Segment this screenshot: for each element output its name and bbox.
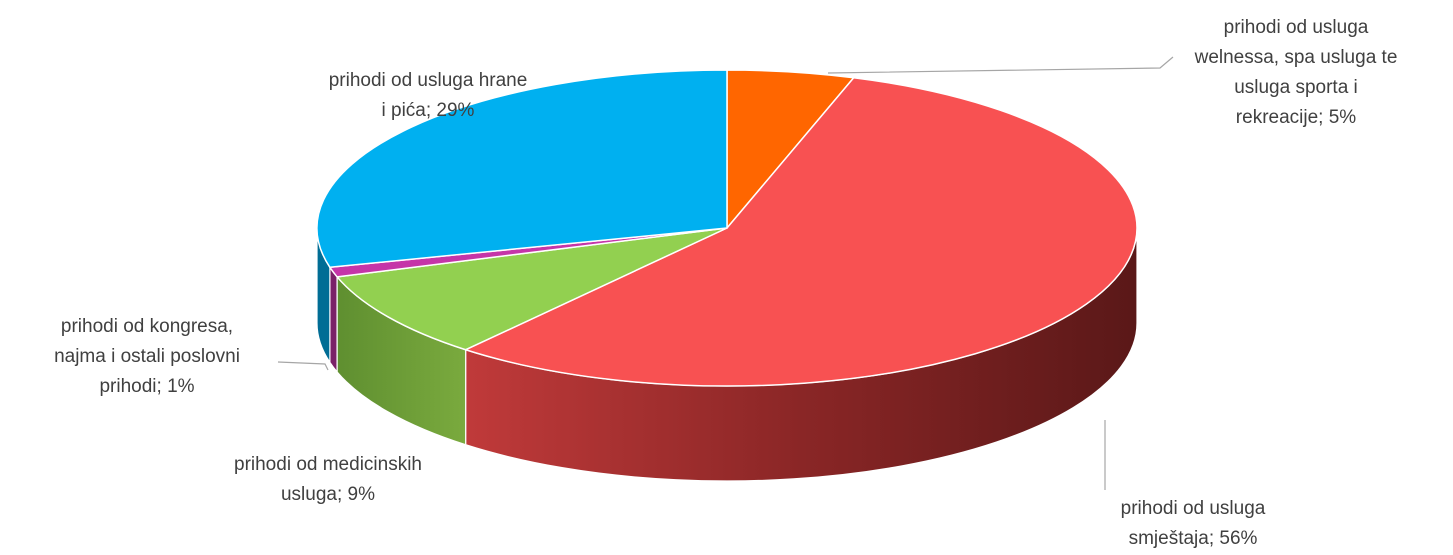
slice-label-4: prihodi od usluga hrane i pića; 29% bbox=[329, 70, 528, 121]
slice-label-4-line-1: i pića; 29% bbox=[382, 100, 475, 121]
label-leader-lines bbox=[277, 56, 1174, 490]
slice-label-1-line-0: prihodi od usluga bbox=[1121, 498, 1266, 519]
slice-label-0-line-3: rekreacije; 5% bbox=[1236, 107, 1356, 128]
pie-slice-1 bbox=[464, 76, 1138, 387]
slice-label-4-line-0: prihodi od usluga hrane bbox=[329, 70, 528, 91]
slice-label-1: prihodi od usluga smještaja; 56% bbox=[1121, 498, 1266, 549]
slice-labels: prihodi od usluga welnessa, spa usluga te… bbox=[54, 17, 1397, 549]
slice-label-0-line-0: prihodi od usluga bbox=[1224, 17, 1369, 38]
slice-label-3-line-0: prihodi od kongresa, bbox=[61, 316, 233, 337]
slice-label-0-line-2: usluga sporta i bbox=[1234, 77, 1358, 98]
pie-side-walls bbox=[316, 227, 1138, 482]
pie-slice-4 bbox=[316, 69, 728, 269]
slice-label-1-line-1: smještaja; 56% bbox=[1129, 528, 1258, 549]
pie-top-faces bbox=[316, 69, 1138, 387]
pie-slice-side-3 bbox=[329, 265, 338, 374]
slice-label-0: prihodi od usluga welnessa, spa usluga te… bbox=[1194, 17, 1398, 128]
slice-label-3-line-1: najma i ostali poslovni bbox=[54, 346, 240, 367]
slice-label-3-line-2: prihodi; 1% bbox=[99, 376, 194, 397]
pie-slice-2 bbox=[336, 227, 728, 351]
slice-label-3: prihodi od kongresa, najma i ostali poslo… bbox=[54, 316, 240, 397]
slice-label-2-line-0: prihodi od medicinskih bbox=[234, 454, 422, 475]
leader-line-3 bbox=[277, 361, 329, 371]
leader-line-0 bbox=[827, 56, 1174, 74]
slice-label-2: prihodi od medicinskih usluga; 9% bbox=[234, 454, 422, 505]
slice-label-0-line-1: welnessa, spa usluga te bbox=[1194, 47, 1398, 68]
slice-label-2-line-1: usluga; 9% bbox=[281, 484, 375, 505]
